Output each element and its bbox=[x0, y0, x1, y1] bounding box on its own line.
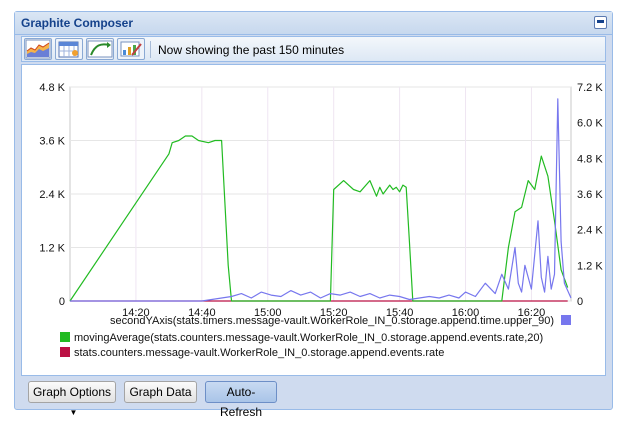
x-tick-label: 15:00 bbox=[254, 307, 282, 319]
y-right-tick-label: 7.2 K bbox=[577, 82, 603, 94]
legend-swatch-time-upper-90 bbox=[561, 315, 571, 325]
time-range-status: Now showing the past 150 minutes bbox=[158, 43, 345, 57]
chart-url-icon bbox=[120, 41, 142, 57]
composer-toolbar: Now showing the past 150 minutes bbox=[21, 36, 606, 62]
graph-panel: 0 1.2 K 2.4 K 3.6 K 4.8 K 0 1.2 K 2.4 K 3.6 K 4.8… bbox=[21, 64, 606, 376]
x-tick-label: 15:40 bbox=[386, 307, 414, 319]
create-url-button[interactable] bbox=[117, 38, 145, 60]
graph-data-button[interactable]: Graph Data bbox=[124, 381, 197, 403]
y-left-tick-label: 4.8 K bbox=[39, 82, 65, 94]
y-left-tick-label: 2.4 K bbox=[39, 189, 65, 201]
y-right-tick-label: 3.6 K bbox=[577, 189, 603, 201]
bottom-toolbar: Graph Options ▼ Graph Data Auto-Refresh bbox=[21, 378, 606, 419]
x-tick-label: 16:20 bbox=[518, 307, 546, 319]
window-title: Graphite Composer bbox=[21, 16, 134, 30]
x-tick-label: 14:40 bbox=[188, 307, 216, 319]
x-tick-label: 15:20 bbox=[320, 307, 348, 319]
y-right-tick-label: 0 bbox=[577, 296, 583, 308]
calendar-icon bbox=[58, 41, 79, 58]
window-titlebar: Graphite Composer bbox=[15, 12, 612, 35]
legend-label-events-rate: stats.counters.message-vault.WorkerRole_… bbox=[74, 347, 444, 359]
graph-templates-button[interactable] bbox=[24, 38, 52, 60]
legend-label-time-upper-90: secondYAxis(stats.timers.message-vault.W… bbox=[110, 315, 554, 327]
select-recent-data-button[interactable] bbox=[86, 38, 114, 60]
graphite-composer-window: Graphite Composer bbox=[14, 11, 613, 419]
minimize-icon[interactable] bbox=[594, 16, 607, 29]
legend-swatch-moving-average bbox=[60, 332, 70, 342]
graph-options-label: Graph Options bbox=[32, 385, 112, 399]
legend-label-moving-average: movingAverage(stats.counters.message-vau… bbox=[74, 332, 543, 344]
y-right-tick-label: 6.0 K bbox=[577, 118, 603, 130]
graph-data-label: Graph Data bbox=[129, 385, 192, 399]
legend-swatch-events-rate bbox=[60, 347, 70, 357]
y-right-tick-label: 4.8 K bbox=[577, 153, 603, 165]
graph-image: 0 1.2 K 2.4 K 3.6 K 4.8 K 0 1.2 K 2.4 K 3.6 K 4.8… bbox=[39, 82, 603, 359]
dropdown-arrow-icon: ▼ bbox=[69, 407, 78, 417]
x-tick-label: 16:00 bbox=[452, 307, 480, 319]
select-date-range-button[interactable] bbox=[55, 38, 83, 60]
y-left-tick-label: 0 bbox=[59, 296, 65, 308]
graph-templates-icon bbox=[25, 39, 51, 59]
y-right-tick-label: 2.4 K bbox=[577, 225, 603, 237]
series-line-moving-average bbox=[69, 135, 569, 302]
toolbar-separator bbox=[150, 41, 151, 58]
y-left-tick-label: 3.6 K bbox=[39, 136, 65, 148]
series-line-time-upper-90 bbox=[70, 98, 572, 302]
y-left-tick-label: 1.2 K bbox=[39, 243, 65, 255]
x-tick-label: 14:20 bbox=[122, 307, 150, 319]
recent-data-icon bbox=[87, 40, 113, 58]
y-right-tick-label: 1.2 K bbox=[577, 260, 603, 272]
auto-refresh-toggle[interactable]: Auto-Refresh bbox=[205, 381, 277, 419]
auto-refresh-label: Auto-Refresh bbox=[219, 385, 263, 419]
graph-options-button[interactable]: Graph Options ▼ bbox=[28, 381, 116, 417]
